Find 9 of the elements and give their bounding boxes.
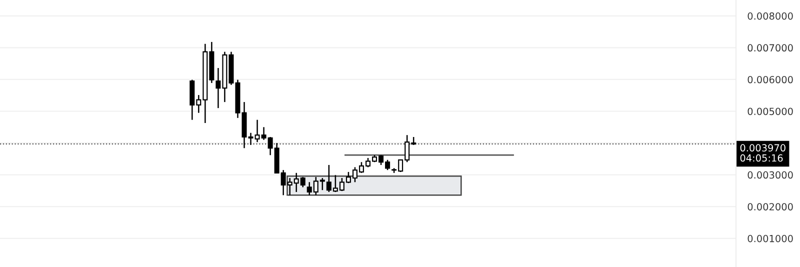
y-tick-label: 0.007000	[748, 44, 793, 52]
y-tick-label: 0.005000	[748, 108, 793, 116]
y-tick-label: 0.003000	[748, 171, 793, 179]
y-tick-label: 0.008000	[748, 12, 793, 20]
ref-line-label: 0.003970	[740, 144, 786, 152]
y-tick-label: 0.006000	[748, 76, 793, 84]
text: 04:05:16	[740, 154, 783, 162]
y-tick-label: 0.002000	[748, 203, 793, 210]
y-tick-label: 0.001000	[748, 234, 793, 242]
